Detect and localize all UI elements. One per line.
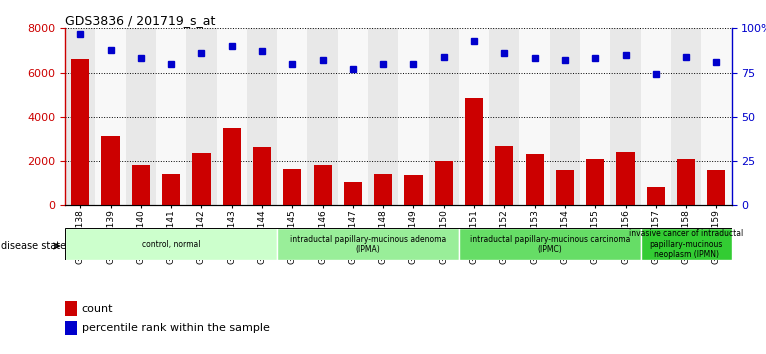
Bar: [338, 28, 368, 205]
Bar: [519, 28, 550, 205]
Bar: [368, 28, 398, 205]
Bar: [617, 152, 634, 205]
Bar: [162, 175, 180, 205]
Bar: [550, 28, 580, 205]
Bar: [223, 128, 241, 205]
Text: intraductal papillary-mucinous adenoma
(IPMA): intraductal papillary-mucinous adenoma (…: [290, 235, 446, 254]
Bar: [101, 136, 119, 205]
Text: count: count: [82, 303, 113, 314]
Bar: [611, 28, 640, 205]
Text: GDS3836 / 201719_s_at: GDS3836 / 201719_s_at: [65, 14, 215, 27]
Bar: [640, 28, 671, 205]
Bar: [247, 28, 277, 205]
Bar: [459, 28, 489, 205]
Bar: [65, 301, 77, 316]
Bar: [640, 228, 732, 260]
Bar: [65, 28, 96, 205]
Bar: [580, 28, 611, 205]
Text: invasive cancer of intraductal
papillary-mucinous
neoplasm (IPMN): invasive cancer of intraductal papillary…: [629, 229, 743, 259]
Bar: [344, 182, 362, 205]
Bar: [434, 161, 453, 205]
Text: disease state: disease state: [1, 241, 66, 251]
Bar: [132, 166, 150, 205]
Bar: [496, 145, 513, 205]
Bar: [65, 228, 277, 260]
Bar: [404, 176, 423, 205]
Bar: [556, 170, 574, 205]
Bar: [647, 187, 665, 205]
Bar: [398, 28, 429, 205]
Bar: [307, 28, 338, 205]
Bar: [459, 228, 640, 260]
Bar: [65, 320, 77, 335]
Bar: [156, 28, 186, 205]
Bar: [96, 28, 126, 205]
Bar: [586, 159, 604, 205]
Bar: [671, 28, 701, 205]
Bar: [313, 166, 332, 205]
Bar: [71, 59, 90, 205]
Bar: [465, 98, 483, 205]
Bar: [374, 175, 392, 205]
Bar: [277, 228, 459, 260]
Bar: [253, 147, 271, 205]
Bar: [277, 28, 307, 205]
Bar: [283, 169, 301, 205]
Bar: [217, 28, 247, 205]
Bar: [707, 170, 725, 205]
Bar: [126, 28, 156, 205]
Text: percentile rank within the sample: percentile rank within the sample: [82, 323, 270, 333]
Text: control, normal: control, normal: [142, 240, 201, 249]
Bar: [192, 153, 211, 205]
Bar: [489, 28, 519, 205]
Bar: [677, 159, 696, 205]
Bar: [525, 154, 544, 205]
Bar: [429, 28, 459, 205]
Text: intraductal papillary-mucinous carcinoma
(IPMC): intraductal papillary-mucinous carcinoma…: [470, 235, 630, 254]
Bar: [186, 28, 217, 205]
Bar: [701, 28, 732, 205]
